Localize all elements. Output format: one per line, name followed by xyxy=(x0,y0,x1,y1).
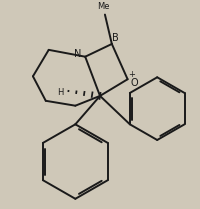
Text: O: O xyxy=(131,78,138,88)
Text: Me: Me xyxy=(97,2,109,11)
Text: H: H xyxy=(57,88,64,97)
Text: B: B xyxy=(112,33,119,43)
Text: N: N xyxy=(74,49,81,59)
Text: +: + xyxy=(128,70,135,79)
